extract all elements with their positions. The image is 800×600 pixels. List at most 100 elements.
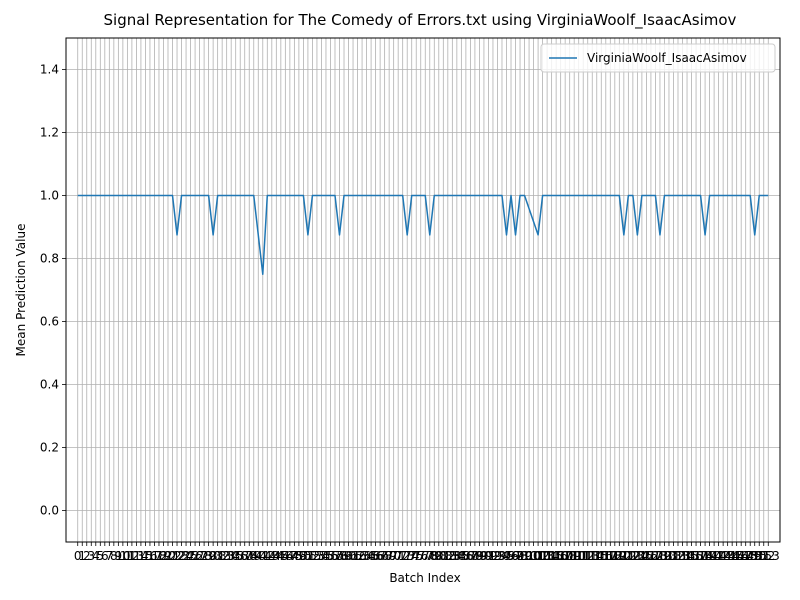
x-tick-label: 66 bbox=[368, 549, 383, 563]
x-tick-label: 76 bbox=[413, 549, 428, 563]
x-tick-label: 147 bbox=[730, 549, 753, 563]
y-axis-label: Mean Prediction Value bbox=[14, 224, 28, 357]
x-tick-label: 19 bbox=[156, 549, 171, 563]
x-tick-label: 130 bbox=[653, 549, 676, 563]
x-tick-label: 69 bbox=[382, 549, 397, 563]
x-tick-label: 121 bbox=[612, 549, 635, 563]
x-tick-label: 108 bbox=[554, 549, 577, 563]
x-tick-label: 78 bbox=[422, 549, 437, 563]
x-tick-label: 35 bbox=[228, 549, 243, 563]
x-tick-label: 131 bbox=[658, 549, 681, 563]
x-tick-label: 73 bbox=[400, 549, 415, 563]
x-tick-label: 62 bbox=[350, 549, 365, 563]
x-tick-label: 24 bbox=[178, 549, 193, 563]
x-tick-label: 90 bbox=[476, 549, 491, 563]
x-axis-ticks: 0123456789101112131415161718192021222324… bbox=[74, 542, 780, 563]
x-tick-label: 40 bbox=[251, 549, 266, 563]
x-tick-label: 42 bbox=[260, 549, 275, 563]
x-tick-label: 82 bbox=[440, 549, 455, 563]
chart-title: Signal Representation for The Comedy of … bbox=[104, 11, 737, 30]
x-tick-label: 20 bbox=[160, 549, 175, 563]
x-tick-label: 60 bbox=[341, 549, 356, 563]
x-tick-label: 8 bbox=[110, 549, 118, 563]
x-tick-label: 14 bbox=[133, 549, 148, 563]
x-tick-label: 61 bbox=[345, 549, 360, 563]
x-tick-label: 140 bbox=[698, 549, 721, 563]
x-tick-label: 145 bbox=[721, 549, 744, 563]
x-tick-label: 137 bbox=[685, 549, 708, 563]
x-tick-label: 52 bbox=[305, 549, 320, 563]
x-tick-label: 7 bbox=[106, 549, 114, 563]
x-tick-label: 87 bbox=[463, 549, 478, 563]
plot-frame bbox=[65, 37, 781, 543]
x-tick-label: 56 bbox=[323, 549, 338, 563]
x-tick-label: 139 bbox=[694, 549, 717, 563]
y-gridlines bbox=[66, 69, 780, 511]
x-tick-label: 33 bbox=[219, 549, 234, 563]
x-tick-label: 1 bbox=[78, 549, 86, 563]
x-tick-label: 124 bbox=[626, 549, 649, 563]
x-tick-label: 21 bbox=[165, 549, 180, 563]
x-tick-label: 64 bbox=[359, 549, 374, 563]
x-tick-label: 134 bbox=[671, 549, 694, 563]
x-tick-label: 112 bbox=[572, 549, 595, 563]
x-tick-label: 86 bbox=[458, 549, 473, 563]
x-tick-label: 113 bbox=[576, 549, 599, 563]
x-tick-label: 135 bbox=[676, 549, 699, 563]
x-tick-label: 22 bbox=[169, 549, 184, 563]
x-tick-label: 18 bbox=[151, 549, 166, 563]
x-tick-label: 116 bbox=[590, 549, 613, 563]
x-tick-label: 23 bbox=[174, 549, 189, 563]
x-tick-label: 117 bbox=[594, 549, 617, 563]
x-tick-label: 11 bbox=[120, 549, 135, 563]
y-axis-ticks: 0.0 0.2 0.4 0.6 0.8 1.0 1.2 1.4 bbox=[40, 63, 66, 518]
x-tick-label: 44 bbox=[269, 549, 284, 563]
x-tick-label: 118 bbox=[599, 549, 622, 563]
x-tick-label: 88 bbox=[467, 549, 482, 563]
x-tick-label: 63 bbox=[354, 549, 369, 563]
x-tick-label: 142 bbox=[707, 549, 730, 563]
x-tick-label: 6 bbox=[101, 549, 109, 563]
x-tick-label: 148 bbox=[734, 549, 757, 563]
x-tick-label: 93 bbox=[490, 549, 505, 563]
x-tick-label: 37 bbox=[237, 549, 252, 563]
x-tick-label: 119 bbox=[603, 549, 626, 563]
series-layer bbox=[77, 194, 769, 275]
x-tick-label: 85 bbox=[454, 549, 469, 563]
x-tick-label: 115 bbox=[585, 549, 608, 563]
x-tick-label: 127 bbox=[639, 549, 662, 563]
y-tick-label: 0.6 bbox=[40, 315, 59, 329]
x-tick-label: 53 bbox=[309, 549, 324, 563]
x-tick-label: 9 bbox=[115, 549, 123, 563]
x-tick-label: 72 bbox=[395, 549, 410, 563]
x-tick-label: 55 bbox=[318, 549, 333, 563]
x-tick-label: 34 bbox=[224, 549, 239, 563]
x-tick-label: 80 bbox=[431, 549, 446, 563]
x-tick-label: 47 bbox=[282, 549, 297, 563]
x-tick-label: 38 bbox=[242, 549, 257, 563]
x-tick-label: 123 bbox=[621, 549, 644, 563]
x-tick-label: 12 bbox=[124, 549, 139, 563]
x-tick-label: 57 bbox=[327, 549, 342, 563]
x-tick-label: 70 bbox=[386, 549, 401, 563]
x-tick-label: 17 bbox=[147, 549, 162, 563]
x-tick-label: 31 bbox=[210, 549, 225, 563]
y-tick-label: 0.0 bbox=[40, 504, 59, 518]
x-tick-label: 51 bbox=[300, 549, 315, 563]
x-tick-label: 152 bbox=[752, 549, 775, 563]
x-tick-label: 71 bbox=[391, 549, 406, 563]
x-tick-label: 45 bbox=[273, 549, 288, 563]
x-tick-label: 32 bbox=[215, 549, 230, 563]
x-tick-label: 106 bbox=[545, 549, 568, 563]
x-tick-label: 122 bbox=[617, 549, 640, 563]
x-tick-label: 27 bbox=[192, 549, 207, 563]
x-tick-label: 30 bbox=[205, 549, 220, 563]
x-tick-label: 100 bbox=[518, 549, 541, 563]
legend-box bbox=[540, 43, 776, 73]
x-tick-label: 128 bbox=[644, 549, 667, 563]
x-tick-label: 96 bbox=[503, 549, 518, 563]
x-tick-label: 50 bbox=[296, 549, 311, 563]
x-tick-label: 58 bbox=[332, 549, 347, 563]
x-tick-label: 111 bbox=[567, 549, 590, 563]
